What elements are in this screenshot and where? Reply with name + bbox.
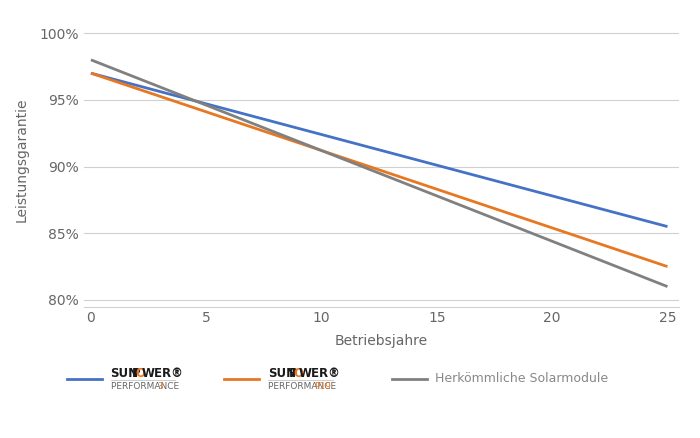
Text: SUN: SUN <box>268 367 296 380</box>
Text: WER®: WER® <box>299 367 341 380</box>
Y-axis label: Leistungsgarantie: Leistungsgarantie <box>15 98 29 222</box>
Text: PERFORMANCE: PERFORMANCE <box>111 382 181 391</box>
Text: O: O <box>136 367 146 380</box>
Text: PERFORMANCE: PERFORMANCE <box>268 382 339 391</box>
Text: WER®: WER® <box>141 367 183 380</box>
X-axis label: Betriebsjahre: Betriebsjahre <box>335 334 428 348</box>
Text: P19: P19 <box>314 382 331 391</box>
Text: O: O <box>293 367 303 380</box>
Text: Herkömmliche Solarmodule: Herkömmliche Solarmodule <box>435 372 608 385</box>
Text: P: P <box>132 367 140 380</box>
Text: P: P <box>289 367 298 380</box>
Text: 3: 3 <box>157 382 162 391</box>
Text: SUN: SUN <box>111 367 139 380</box>
